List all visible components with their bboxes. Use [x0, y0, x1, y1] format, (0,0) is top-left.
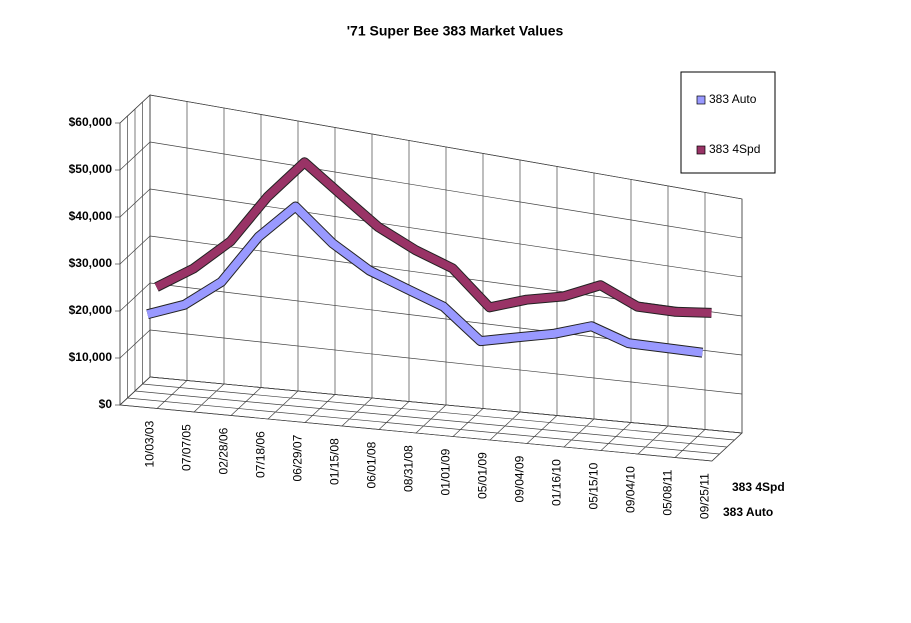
- x-tick-label: 07/18/06: [254, 431, 268, 478]
- x-tick-label: 01/01/09: [439, 448, 453, 495]
- grid-line: [119, 188, 151, 218]
- floor-grid-line: [119, 404, 713, 462]
- x-tick-label: 01/16/10: [550, 459, 564, 506]
- grid-line: [119, 329, 151, 359]
- x-tick-label: 02/28/06: [217, 427, 231, 474]
- x-tick-label: 09/25/11: [698, 473, 712, 519]
- y-tick-label: $60,000: [69, 115, 113, 129]
- grid-line: [119, 94, 151, 124]
- chart-title: '71 Super Bee 383 Market Values: [347, 23, 564, 39]
- x-tick-label: 05/08/11: [661, 469, 675, 515]
- floor-grid-line: [127, 397, 720, 455]
- y-tick-label: $40,000: [69, 209, 113, 223]
- x-tick-label: 09/04/09: [513, 455, 527, 502]
- grid-line: [149, 188, 743, 278]
- legend-label: 383 Auto: [709, 92, 757, 106]
- x-tick-label: 07/07/05: [180, 424, 194, 471]
- floor-grid-line: [134, 390, 728, 448]
- grid-line: [149, 376, 743, 434]
- y-tick-label: $30,000: [69, 256, 113, 270]
- grid-line: [119, 235, 151, 265]
- x-tick-label: 05/01/09: [476, 452, 490, 499]
- y-tick-label: $0: [99, 397, 113, 411]
- grid-line: [149, 141, 743, 239]
- grid-line: [119, 376, 151, 406]
- x-tick-label: 06/01/08: [365, 441, 379, 488]
- grid-line: [119, 282, 151, 312]
- legend-label: 383 4Spd: [709, 142, 760, 156]
- x-tick-label: 10/03/03: [143, 420, 157, 467]
- y-tick-label: $50,000: [69, 162, 113, 176]
- x-tick-label: 09/04/10: [624, 466, 638, 513]
- grid-line: [149, 94, 743, 200]
- legend-box: [680, 71, 776, 174]
- x-tick-label: 06/29/07: [291, 434, 305, 481]
- grid-line: [119, 141, 151, 171]
- y-tick-label: $20,000: [69, 303, 113, 317]
- series-axis-label: 383 Auto: [723, 505, 773, 519]
- series-line: [146, 202, 704, 357]
- x-tick-label: 05/15/10: [587, 462, 601, 509]
- series-line: [154, 158, 712, 317]
- floor-grid-line: [142, 383, 735, 441]
- x-tick-label: 01/15/08: [328, 438, 342, 485]
- series-axis-label: 383 4Spd: [732, 480, 785, 494]
- grid-line: [149, 329, 743, 395]
- legend-swatch: [696, 95, 706, 105]
- y-tick-label: $10,000: [69, 350, 113, 364]
- legend-swatch: [696, 145, 706, 155]
- x-tick-label: 08/31/08: [402, 445, 416, 492]
